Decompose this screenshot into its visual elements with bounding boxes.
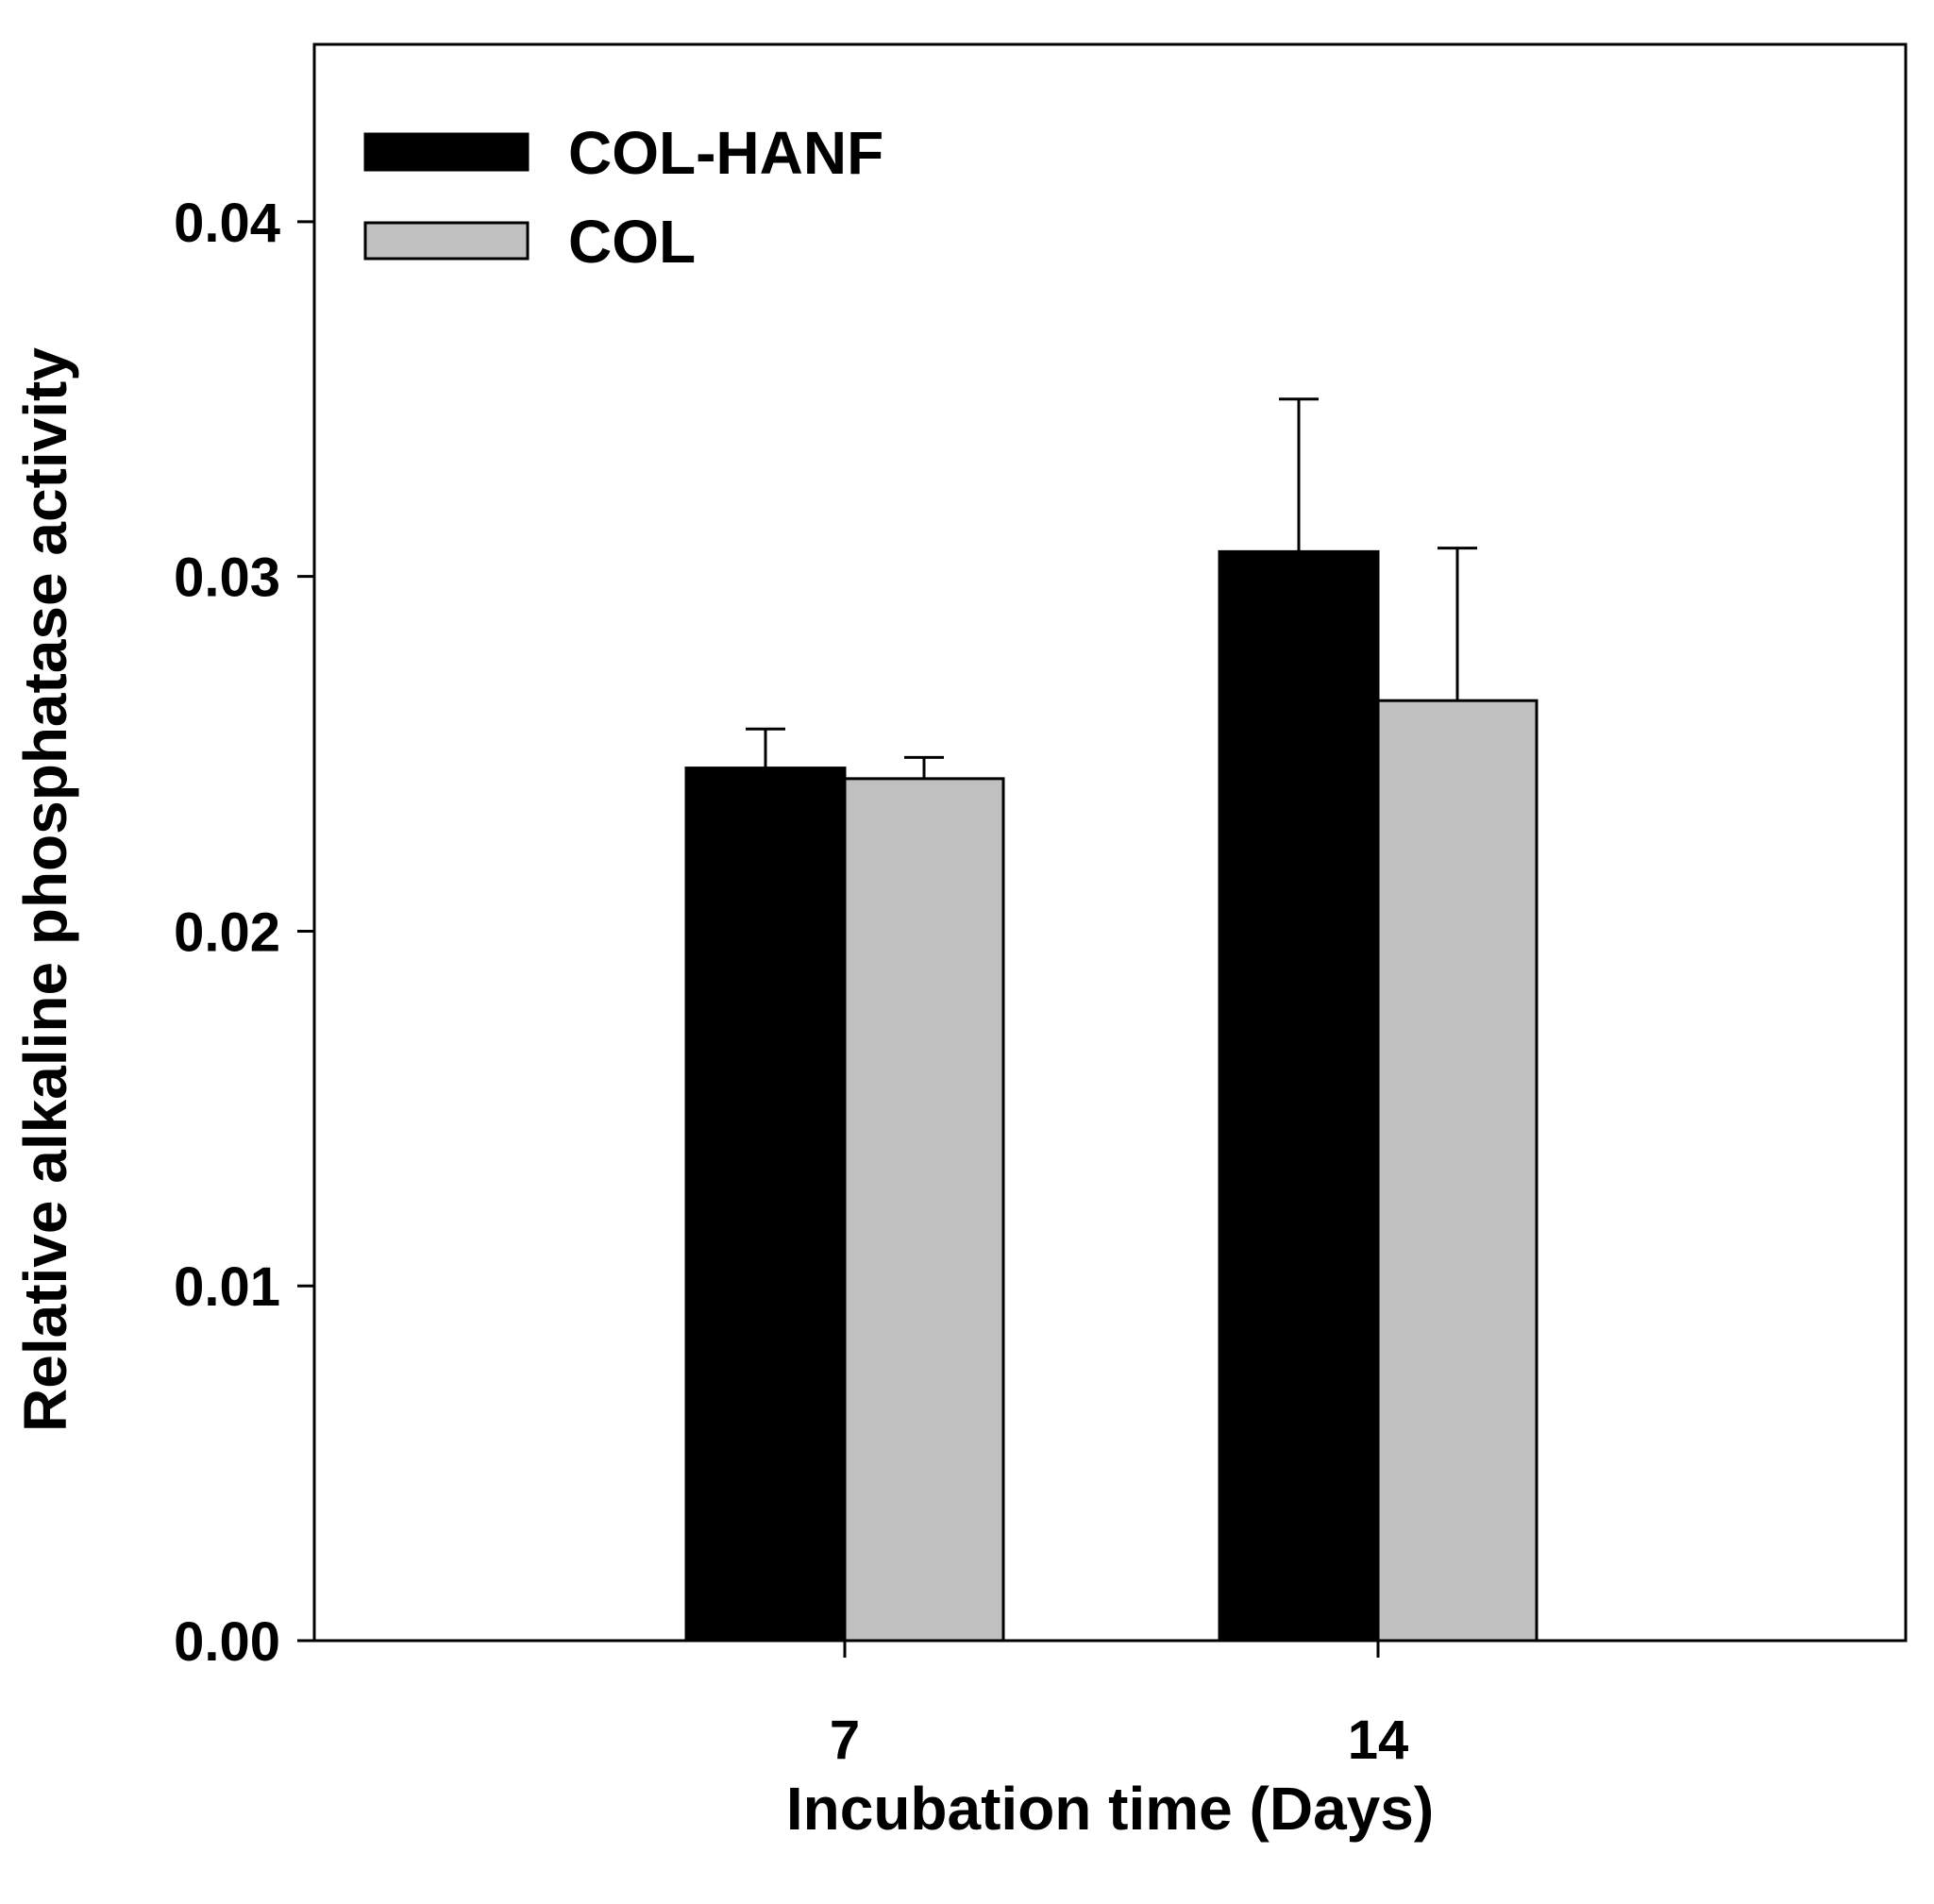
legend-swatch-col-hanf (363, 132, 530, 172)
y-tick-label: 0.02 (174, 901, 280, 963)
x-axis-ticks: 7 14 (830, 1641, 1408, 1771)
error-bars (746, 397, 1477, 779)
bar-col-7 (843, 777, 1005, 1643)
y-tick-label: 0.00 (174, 1611, 280, 1673)
bar-col-hanf-7 (684, 767, 847, 1643)
y-axis-ticks: 0.00 0.01 0.02 0.03 0.04 (174, 193, 314, 1673)
x-axis-title: Incubation time (Days) (786, 1775, 1434, 1843)
y-tick-label: 0.03 (174, 548, 280, 609)
bars (684, 549, 1539, 1643)
legend-swatch-col (363, 221, 530, 261)
legend-label-col: COL (568, 208, 696, 276)
bar-col-14 (1376, 699, 1539, 1643)
x-tick-label: 7 (830, 1710, 860, 1771)
bar-col-hanf-14 (1218, 549, 1380, 1643)
x-tick-label: 14 (1348, 1710, 1409, 1771)
plot-area (312, 42, 1908, 1643)
y-tick-label: 0.04 (174, 193, 280, 254)
y-tick-label: 0.01 (174, 1256, 280, 1318)
legend-label-col-hanf: COL-HANF (568, 119, 883, 187)
y-axis-title: Relative alkaline phosphatase activity (11, 347, 79, 1432)
plot-frame (312, 42, 1908, 1643)
legend: COL-HANF COL (363, 119, 883, 276)
